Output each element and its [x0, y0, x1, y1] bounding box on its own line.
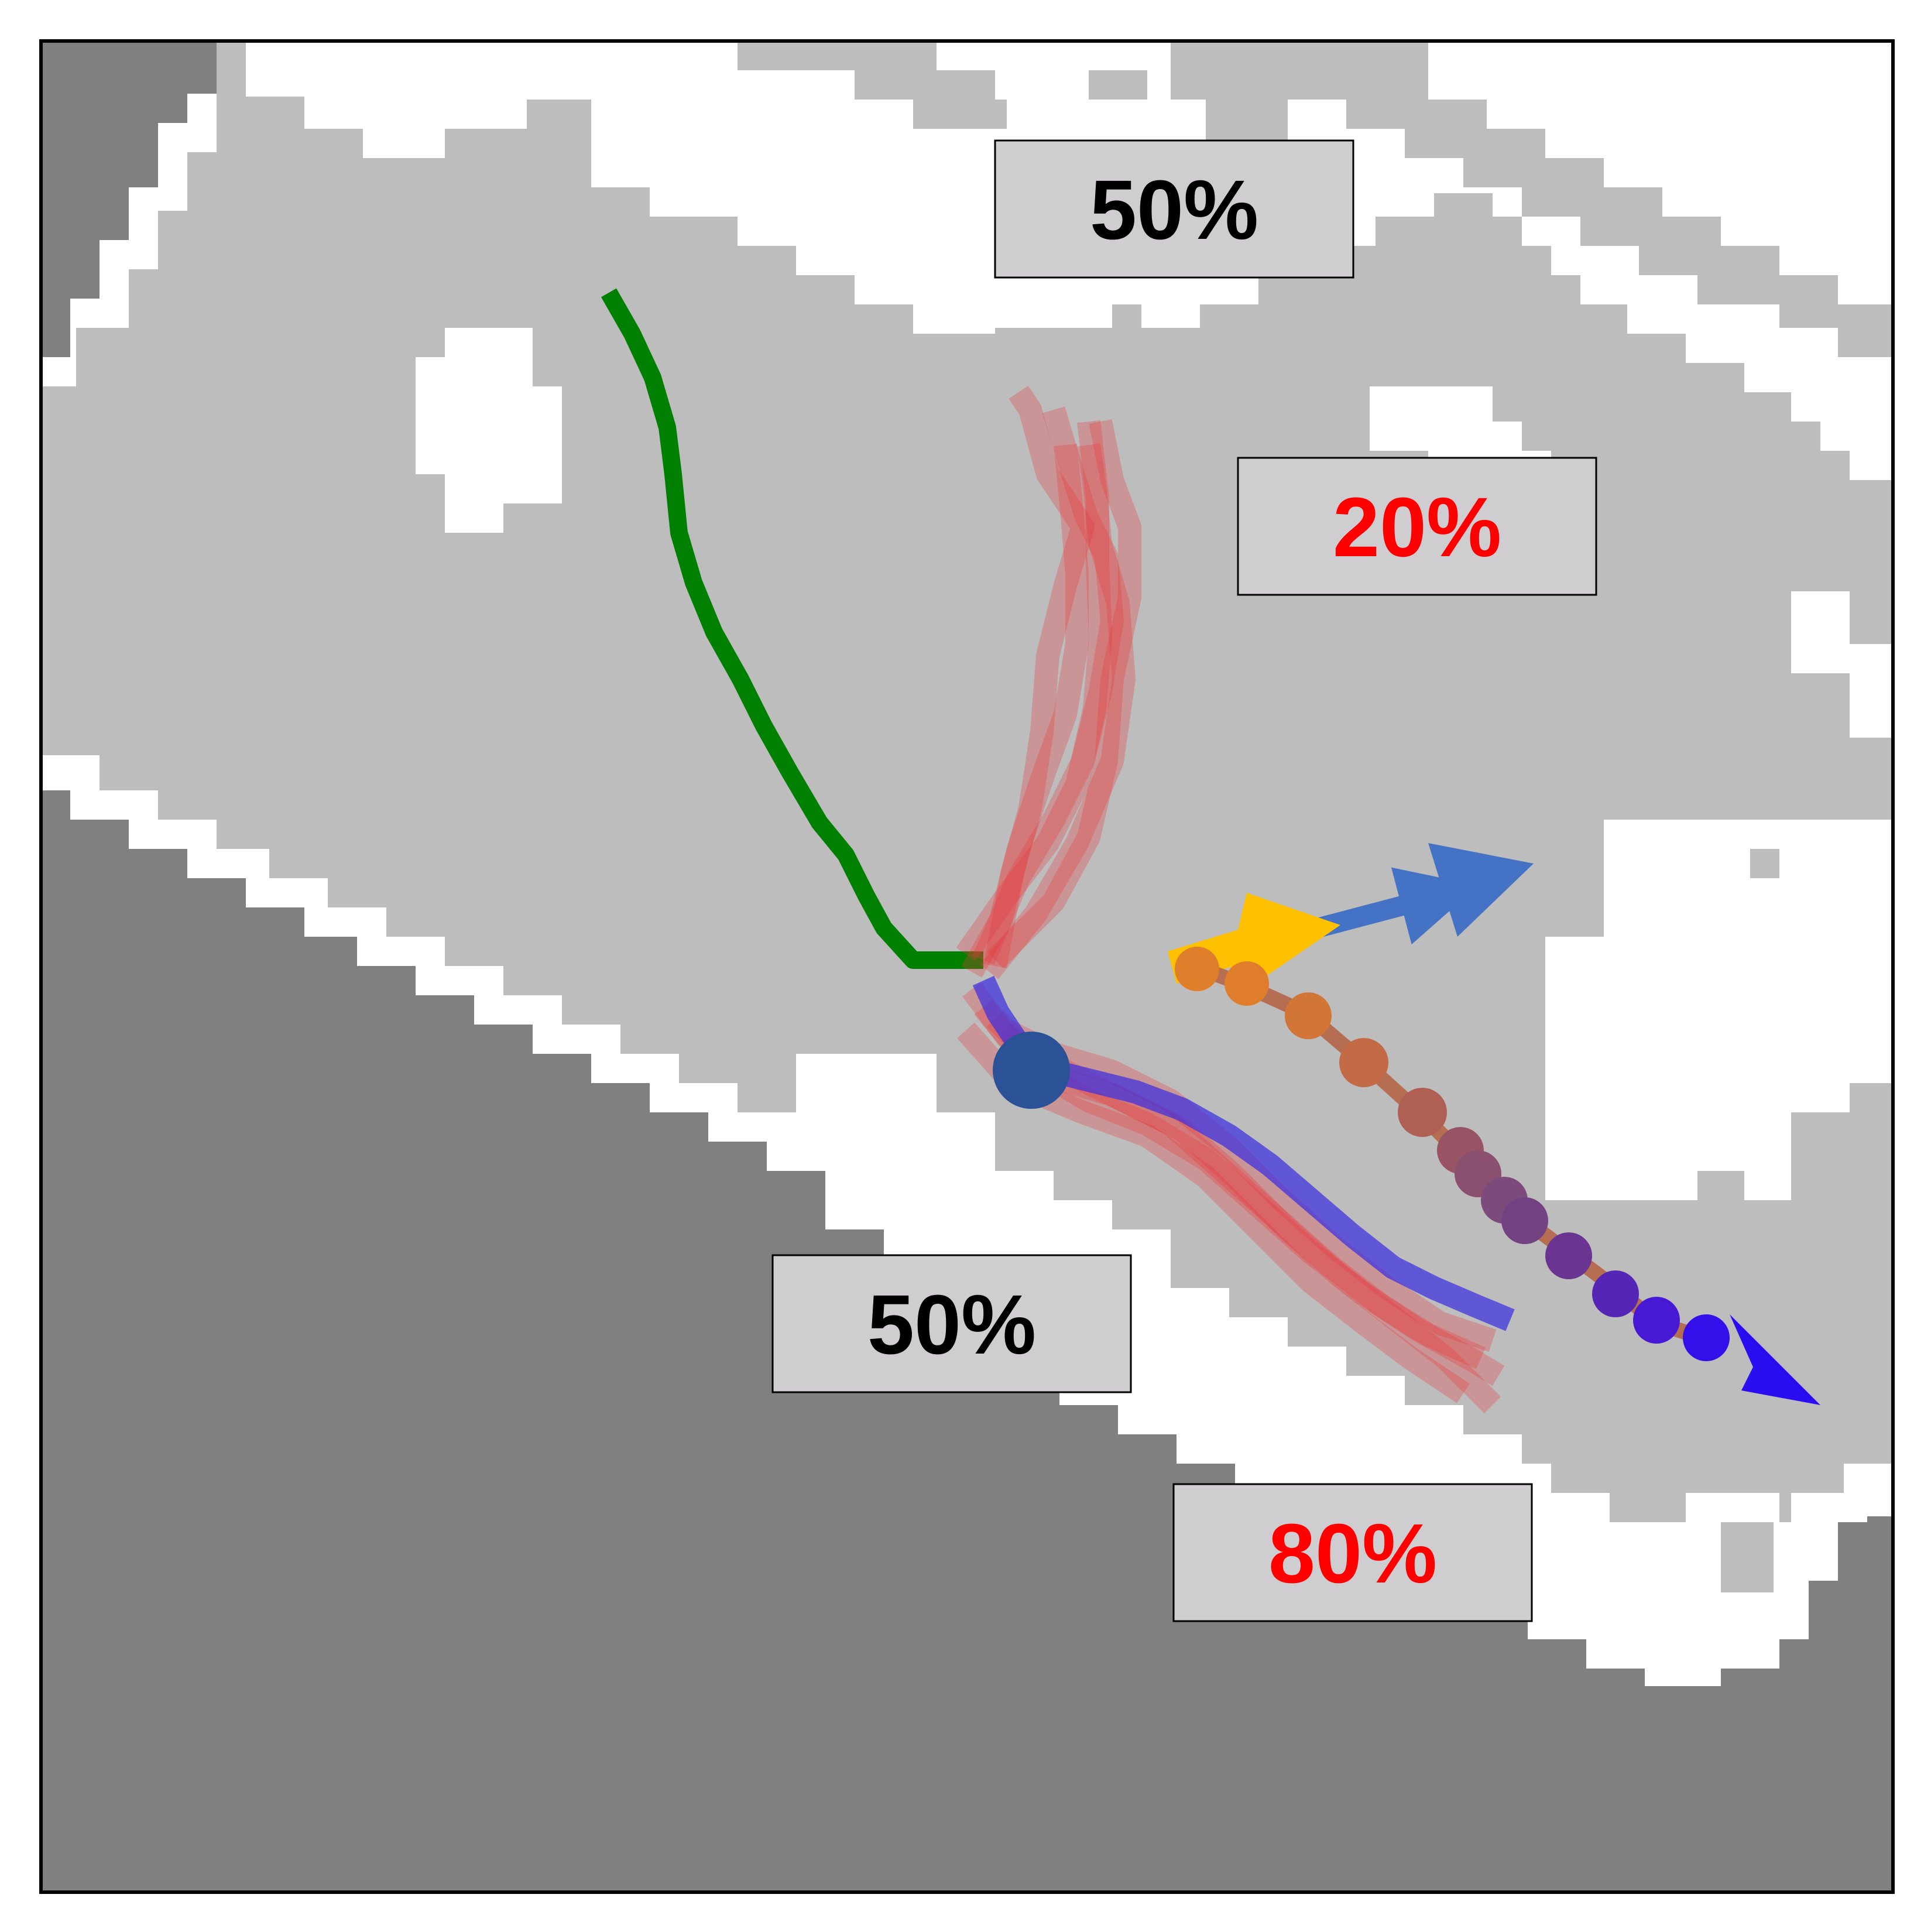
obstacle-top-left — [41, 41, 217, 357]
free-region-notch — [849, 1054, 995, 1200]
label-text: 50% — [1090, 163, 1258, 257]
sample-path-up-1 — [956, 420, 1112, 961]
heading-arrowhead-blue — [1428, 843, 1534, 937]
sample-path-up-4 — [980, 443, 1136, 979]
probability-label-top: 50% — [994, 139, 1354, 279]
label-text: 80% — [1268, 1506, 1437, 1601]
free-region-speck — [1750, 849, 1779, 878]
motion-history — [1175, 947, 1820, 1405]
motion-end-arrowhead — [1730, 1314, 1820, 1405]
map-frame — [39, 39, 1895, 1894]
label-box — [1172, 1483, 1533, 1622]
motion-dot — [1545, 1232, 1592, 1279]
motion-dot — [1683, 1314, 1730, 1361]
label-box — [1237, 457, 1597, 596]
free-region-hole-right — [1545, 820, 1893, 1200]
free-region-top-right — [738, 41, 1893, 357]
motion-dot — [1398, 1088, 1447, 1137]
label-text: 50% — [867, 1277, 1036, 1372]
sample-path-up-2 — [972, 406, 1124, 965]
motion-dot — [1633, 1297, 1680, 1344]
sample-path-up-3 — [983, 385, 1095, 968]
motion-dot — [1339, 1038, 1388, 1087]
agent-current-position — [993, 1032, 1070, 1109]
sample-path-up-6 — [961, 444, 1089, 978]
sample-path-up-5 — [986, 419, 1141, 969]
label-box — [771, 1254, 1132, 1393]
motion-dot — [1225, 961, 1269, 1006]
motion-dot — [1285, 992, 1332, 1039]
probability-label-lower-right: 80% — [1172, 1483, 1533, 1622]
sample-path-down-2 — [974, 999, 1505, 1386]
free-region-lower-right-speck — [1721, 1522, 1774, 1592]
probability-label-lower: 50% — [771, 1254, 1132, 1393]
label-box — [994, 139, 1354, 279]
label-text: 20% — [1333, 480, 1501, 574]
probability-label-upper-right: 20% — [1237, 457, 1597, 596]
motion-dot — [1592, 1270, 1639, 1317]
sample-path-down-4 — [1001, 1020, 1497, 1352]
past-trajectory — [601, 288, 983, 969]
free-region-hole-upper — [416, 328, 562, 533]
motion-dot — [1501, 1197, 1548, 1244]
motion-dot — [1175, 947, 1219, 991]
